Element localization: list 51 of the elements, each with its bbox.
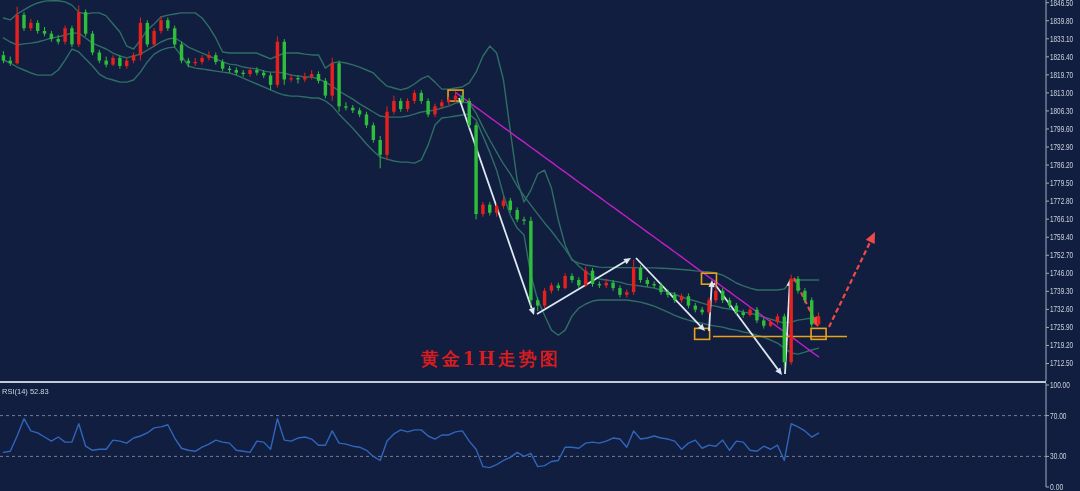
y-tick-label: 1766.10 (1050, 214, 1080, 225)
y-tick-label: 1813.00 (1050, 87, 1080, 98)
y-tick-label: 1819.70 (1050, 69, 1080, 80)
line-series (2, 417, 820, 469)
candlestick (426, 97, 430, 118)
candlestick (344, 101, 348, 111)
y-tick-label: 1839.80 (1050, 15, 1080, 26)
candlestick (152, 27, 156, 48)
y-tick-label: 1799.60 (1050, 123, 1080, 134)
candlestick (522, 216, 526, 226)
y-tick-label: 70.00 (1050, 410, 1072, 421)
y-tick-label: 1806.30 (1050, 105, 1080, 116)
candlestick (378, 135, 382, 169)
y-tick-label: 1752.70 (1050, 250, 1080, 261)
text: 黄金1H走势图 (419, 348, 562, 369)
y-tick-label: 1732.60 (1050, 304, 1080, 315)
y-tick-label: 1719.20 (1050, 340, 1080, 351)
point (700, 272, 718, 285)
y-tick-label: 1759.40 (1050, 232, 1080, 243)
candlestick (22, 11, 26, 32)
candlestick (207, 50, 211, 62)
candlestick (392, 95, 396, 115)
point (447, 89, 464, 102)
candlestick (714, 282, 718, 304)
y-tick-label: 1826.40 (1050, 51, 1080, 62)
y-tick-label: 100.00 (1050, 380, 1076, 390)
candlestick (570, 272, 574, 284)
point (810, 327, 827, 341)
y-tick-label: 1712.50 (1050, 358, 1080, 369)
candlestick (666, 288, 670, 299)
candlestick (618, 284, 622, 299)
y-tick-label: 1772.80 (1050, 196, 1080, 207)
y-tick-label: 30.00 (1050, 451, 1072, 462)
y-tick-label: 1846.50 (1050, 0, 1080, 8)
y-tick-label: 0.00 (1050, 482, 1067, 491)
candlestick (611, 279, 615, 292)
y-tick-label: 1746.00 (1050, 268, 1080, 279)
candlestick (255, 66, 259, 76)
y-tick-label: 1725.90 (1050, 322, 1080, 333)
y-tick-label: 1739.30 (1050, 286, 1080, 297)
y-tick-label: 1833.10 (1050, 33, 1080, 44)
y-tick-label: 1779.50 (1050, 178, 1080, 189)
candlestick (118, 54, 122, 70)
candlestick (70, 25, 74, 48)
y-tick-label: 1786.20 (1050, 160, 1080, 171)
candlestick (248, 66, 252, 78)
y-tick-label: 1792.90 (1050, 142, 1080, 153)
point (693, 327, 711, 341)
candlestick (63, 25, 67, 45)
candlestick (179, 41, 184, 64)
candlestick (200, 54, 204, 66)
